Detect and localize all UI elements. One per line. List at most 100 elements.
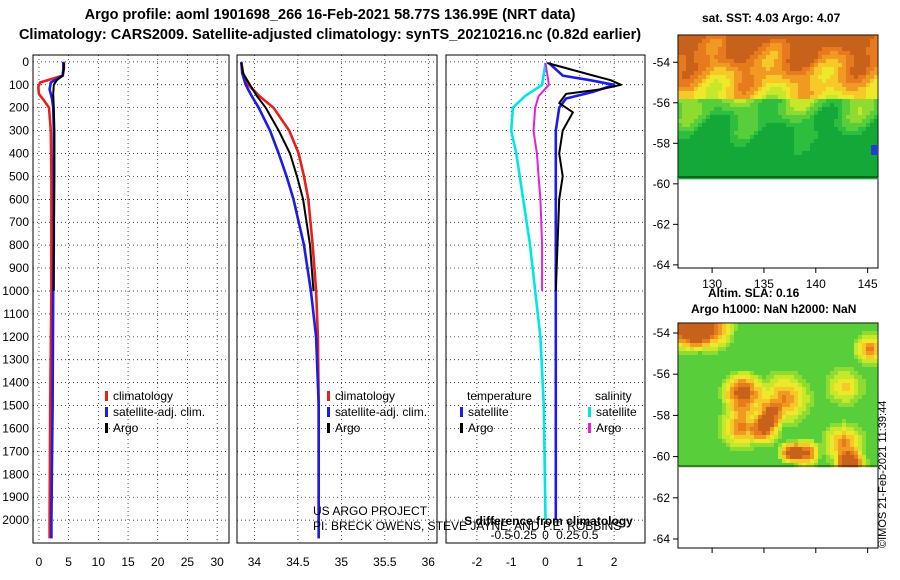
map-cell <box>746 143 751 148</box>
map-cell <box>690 51 695 56</box>
map-cell <box>694 371 699 376</box>
map-cell <box>694 451 699 456</box>
map-cell <box>746 103 751 108</box>
map-cell <box>834 167 839 172</box>
map-cell <box>826 55 831 60</box>
map-cell <box>838 383 843 388</box>
map-cell <box>714 375 719 380</box>
map-cell <box>746 459 751 464</box>
map-cell <box>770 355 775 360</box>
map-cell <box>730 151 735 156</box>
map-cell <box>762 351 767 356</box>
map-cell <box>810 323 815 328</box>
map-cell <box>746 67 751 72</box>
map-cell <box>802 103 807 108</box>
map-cell <box>746 139 751 144</box>
map-cell <box>734 167 739 172</box>
map-cell <box>762 123 767 128</box>
top-x-tick-label: 0.5 <box>582 528 599 542</box>
map-cell <box>734 91 739 96</box>
map-cell <box>710 367 715 372</box>
map-cell <box>826 327 831 332</box>
map-cell <box>814 59 819 64</box>
map-cell <box>742 67 747 72</box>
map-cell <box>814 359 819 364</box>
map-cell <box>706 387 711 392</box>
map-cell <box>870 427 875 432</box>
map-cell <box>830 87 835 92</box>
map-cell <box>758 363 763 368</box>
map-cell <box>770 99 775 104</box>
map-cell <box>850 431 855 436</box>
map-cell <box>742 87 747 92</box>
map-cell <box>718 55 723 60</box>
map-cell <box>722 43 727 48</box>
map-cell <box>858 399 863 404</box>
map-cell <box>718 375 723 380</box>
map-cell <box>690 107 695 112</box>
map-cell <box>810 363 815 368</box>
map-cell <box>822 35 827 40</box>
map-cell <box>694 431 699 436</box>
map-cell <box>794 403 799 408</box>
map-cell <box>814 379 819 384</box>
map-cell <box>690 407 695 412</box>
map-cell <box>762 131 767 136</box>
map-cell <box>830 419 835 424</box>
map-cell <box>686 159 691 164</box>
map-cell <box>682 351 687 356</box>
map-cell <box>866 123 871 128</box>
map-cell <box>694 47 699 52</box>
map-cell <box>714 55 719 60</box>
map-cell <box>678 59 683 64</box>
map-cell <box>722 335 727 340</box>
map-cell <box>790 427 795 432</box>
map-cell <box>742 455 747 460</box>
map-cell <box>810 143 815 148</box>
map-cell <box>726 403 731 408</box>
map-cell <box>722 359 727 364</box>
map-cell <box>790 127 795 132</box>
map-cell <box>870 459 875 464</box>
map-cell <box>802 419 807 424</box>
map-cell <box>678 107 683 112</box>
map-cell <box>770 127 775 132</box>
map-cell <box>706 335 711 340</box>
map-cell <box>766 423 771 428</box>
map-cell <box>754 423 759 428</box>
map-cell <box>730 343 735 348</box>
map-cell <box>770 107 775 112</box>
map-cell <box>714 387 719 392</box>
map-cell <box>710 419 715 424</box>
map-cell <box>694 379 699 384</box>
map-cell <box>714 63 719 68</box>
map-cell <box>862 407 867 412</box>
map-cell <box>826 135 831 140</box>
map-cell <box>814 339 819 344</box>
map-cell <box>814 435 819 440</box>
map-cell <box>706 59 711 64</box>
map-cell <box>710 451 715 456</box>
map-cell <box>774 423 779 428</box>
map-cell <box>746 435 751 440</box>
map-cell <box>850 359 855 364</box>
map-cell <box>782 59 787 64</box>
map-cell <box>778 355 783 360</box>
map-cell <box>694 103 699 108</box>
map-cell <box>842 363 847 368</box>
map-cell <box>718 167 723 172</box>
map-cell <box>678 427 683 432</box>
map-cell <box>722 95 727 100</box>
map-cell <box>714 83 719 88</box>
map-cell <box>698 91 703 96</box>
map-cell <box>778 459 783 464</box>
map-cell <box>818 379 823 384</box>
map-cell <box>726 323 731 328</box>
map-cell <box>870 83 875 88</box>
map-cell <box>806 119 811 124</box>
map-cell <box>702 143 707 148</box>
map-cell <box>842 47 847 52</box>
map-cell <box>802 447 807 452</box>
map-cell <box>830 451 835 456</box>
map-cell <box>738 387 743 392</box>
